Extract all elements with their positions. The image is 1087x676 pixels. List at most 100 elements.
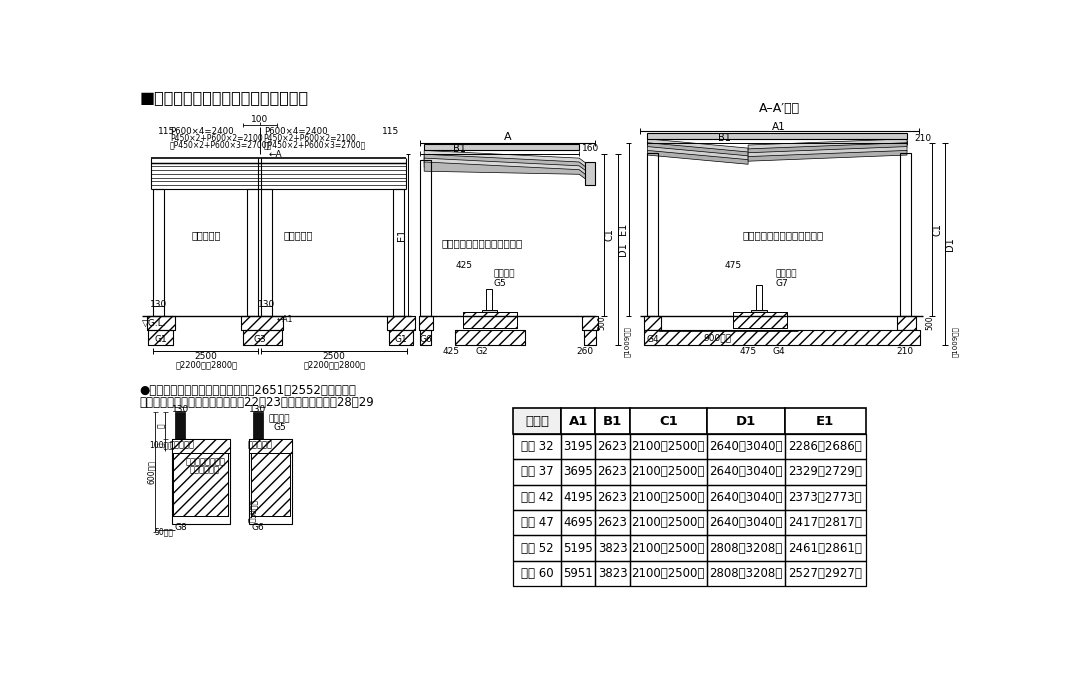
Text: （鉄筋入り）: （鉄筋入り） — [189, 466, 220, 475]
Bar — [153, 189, 164, 316]
Bar — [148, 330, 173, 345]
Text: 100: 100 — [251, 115, 268, 124]
Bar — [455, 330, 525, 345]
Text: 2286（2686）: 2286（2686） — [788, 440, 862, 453]
Text: 210: 210 — [896, 347, 913, 356]
Text: 縁端距離: 縁端距離 — [775, 269, 797, 278]
Bar — [707, 485, 785, 510]
Bar — [147, 316, 175, 330]
Text: 2100（2500）: 2100（2500） — [632, 567, 705, 580]
Text: 〈P450×2+P600×3=2700〉: 〈P450×2+P600×3=2700〉 — [264, 141, 366, 149]
Polygon shape — [424, 154, 595, 178]
Text: 2808（3208）: 2808（3208） — [709, 567, 783, 580]
Bar — [596, 510, 629, 535]
Bar — [561, 485, 596, 510]
Bar — [248, 189, 259, 316]
Bar — [175, 412, 186, 439]
Bar — [513, 434, 561, 459]
Text: A–A′断面: A–A′断面 — [759, 101, 800, 114]
Text: 2500: 2500 — [323, 352, 346, 361]
Bar — [148, 330, 173, 345]
Text: 【2200】《2800》: 【2200】《2800》 — [303, 361, 365, 370]
Bar — [424, 144, 579, 151]
Bar — [629, 561, 707, 586]
Text: 3695: 3695 — [563, 465, 594, 479]
Text: 2100（2500）: 2100（2500） — [632, 516, 705, 529]
Bar — [242, 330, 282, 345]
Bar — [629, 459, 707, 485]
Bar — [707, 459, 785, 485]
Text: 2640（3040）: 2640（3040） — [709, 491, 783, 504]
Bar — [629, 434, 707, 459]
Bar — [629, 510, 707, 535]
Text: A1: A1 — [569, 414, 588, 428]
Bar — [241, 316, 283, 330]
Bar — [785, 561, 866, 586]
Text: 2623: 2623 — [598, 465, 627, 479]
Bar — [785, 535, 866, 561]
Bar — [561, 561, 596, 586]
Text: （連棟柱）: （連棟柱） — [170, 441, 195, 450]
Text: 土1009以上: 土1009以上 — [624, 326, 630, 357]
Bar — [513, 561, 561, 586]
Text: 2373（2773）: 2373（2773） — [788, 491, 862, 504]
Text: 4195: 4195 — [563, 491, 594, 504]
Text: 2500: 2500 — [195, 352, 217, 361]
Text: （基本柱）: （基本柱） — [248, 441, 273, 450]
Text: A1: A1 — [772, 122, 786, 132]
Text: 5951: 5951 — [563, 567, 594, 580]
Bar — [707, 510, 785, 535]
Text: 奥行 37: 奥行 37 — [521, 465, 553, 479]
Text: ●基本セット＋連棟ユニット（図は2651＋2552　標準高）: ●基本セット＋連棟ユニット（図は2651＋2552 標準高） — [140, 384, 357, 397]
Text: 3823: 3823 — [598, 541, 627, 554]
Text: 土間コンクリートがある場合: 土間コンクリートがある場合 — [441, 238, 523, 248]
Bar — [251, 453, 290, 516]
Text: 100以上: 100以上 — [150, 441, 173, 450]
Text: P450×2+P600×2=2100: P450×2+P600×2=2100 — [170, 135, 263, 143]
Text: 130: 130 — [172, 405, 189, 414]
Polygon shape — [748, 147, 907, 158]
Bar — [418, 316, 433, 330]
Text: ■基本セット＋連棟ユニット　据付図: ■基本セット＋連棟ユニット 据付図 — [140, 91, 309, 105]
Text: 4695: 4695 — [563, 516, 594, 529]
Text: 土間コンクリート: 土間コンクリート — [186, 458, 225, 466]
Text: E1: E1 — [398, 228, 408, 241]
Bar — [596, 459, 629, 485]
Text: 500: 500 — [597, 316, 607, 330]
Bar — [388, 330, 413, 345]
Bar — [388, 330, 413, 345]
Text: 2461（2861）: 2461（2861） — [788, 541, 862, 554]
Bar — [583, 316, 598, 330]
Bar — [584, 330, 597, 345]
Bar — [175, 439, 186, 508]
Bar — [629, 485, 707, 510]
Text: 2640（3040）: 2640（3040） — [709, 465, 783, 479]
Polygon shape — [424, 151, 595, 174]
Text: ←A: ←A — [268, 150, 283, 159]
Text: 奥行 52: 奥行 52 — [521, 541, 553, 554]
Text: 奥行 42: 奥行 42 — [521, 491, 553, 504]
Text: 縁端距離: 縁端距離 — [268, 414, 290, 423]
Bar — [241, 316, 283, 330]
Text: G5: G5 — [273, 423, 286, 432]
Bar — [387, 316, 415, 330]
Bar — [249, 439, 291, 524]
Bar — [707, 434, 785, 459]
Text: 2100（2500）: 2100（2500） — [632, 465, 705, 479]
Bar — [707, 408, 785, 434]
Text: 2527（2927）: 2527（2927） — [788, 567, 862, 580]
Bar — [253, 412, 263, 439]
Bar — [645, 330, 921, 345]
Text: G3: G3 — [253, 335, 266, 343]
Text: 2329（2729）: 2329（2729） — [788, 465, 862, 479]
Text: 2623: 2623 — [598, 516, 627, 529]
Text: C1: C1 — [659, 414, 677, 428]
Text: C1: C1 — [604, 228, 614, 241]
Bar — [755, 285, 762, 324]
Text: 130: 130 — [150, 300, 167, 309]
Text: 600以上: 600以上 — [147, 460, 155, 484]
Text: ←A1: ←A1 — [276, 315, 292, 324]
Bar — [249, 439, 291, 453]
Bar — [253, 439, 263, 508]
Text: G6: G6 — [420, 335, 433, 343]
